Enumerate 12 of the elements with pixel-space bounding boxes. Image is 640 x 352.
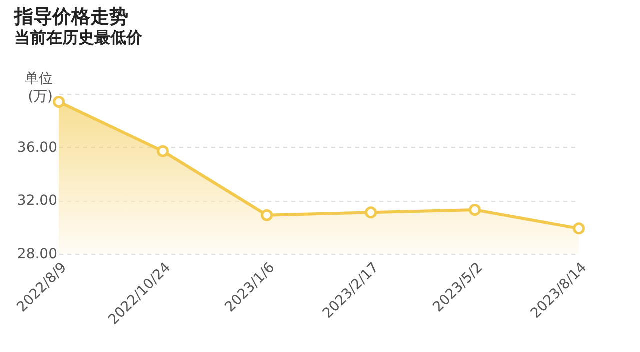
y-tick-label: 36.00 <box>17 140 58 156</box>
point <box>157 145 169 158</box>
y-axis-title: 单位 (万) <box>25 71 53 105</box>
point <box>261 209 273 222</box>
point <box>469 204 481 216</box>
chart-title: 指导价格走势 <box>14 6 129 28</box>
y-tick-label: 32.00 <box>17 193 58 210</box>
y-tick-label: 28.00 <box>17 246 58 262</box>
point <box>573 222 585 235</box>
chart-subtitle: 当前在历史最低价 <box>14 28 144 47</box>
point <box>365 206 377 219</box>
point <box>53 96 65 108</box>
